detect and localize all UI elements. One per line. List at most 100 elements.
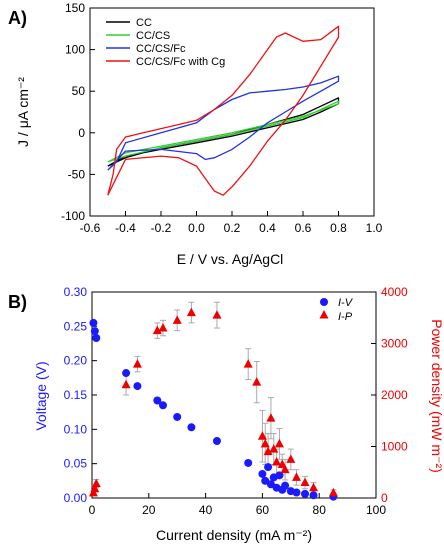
panel-b-left-y-tick-label: 0.00 — [64, 491, 88, 505]
iv-data-point — [90, 327, 99, 336]
iv-data-point — [153, 396, 162, 405]
ip-data-point — [243, 359, 253, 368]
iv-data-point — [275, 471, 284, 480]
ip-data-point — [252, 377, 262, 386]
ip-data-point — [269, 444, 279, 453]
iv-data-point — [281, 481, 290, 490]
iv-data-point — [264, 463, 273, 472]
panel-a-y-tick-label: 0 — [78, 126, 85, 140]
panel-a-y-tick-label: 100 — [65, 43, 85, 57]
iv-data-point — [159, 401, 167, 410]
panel-a-legend-label: CC — [136, 17, 152, 29]
panel-b-x-tick-label: 20 — [142, 503, 156, 517]
panel-a-x-tick-label: 0.2 — [224, 221, 241, 235]
panel-a-x-tick-label: -0.2 — [151, 221, 172, 235]
panel-a-x-tick-label: 0.0 — [188, 221, 205, 235]
panel-b-axes: 0 20 40 60 80 100 0.00 0.05 0.10 0.15 0.20 0.25 0.30… — [64, 285, 408, 517]
panel-b-x-tick-label: 100 — [366, 503, 386, 517]
ip-data-point — [212, 310, 222, 319]
panel-b-x-tick-label: 0 — [89, 503, 96, 517]
panel-a-x-tick-label: 0.8 — [330, 221, 347, 235]
panel-b-legend: I-V I-P — [319, 297, 354, 323]
panel-a-x-tick-label: 0.4 — [259, 221, 276, 235]
panel-b-right-y-tick-label: 4000 — [381, 285, 408, 299]
panel-b-left-y-tick-label: 0.30 — [64, 285, 88, 299]
panel-a-legend-label: CC/CS/Fc — [136, 43, 186, 55]
legend-ip-label: I-P — [338, 311, 353, 323]
panel-b-series-group — [88, 301, 338, 501]
ip-data-point — [309, 482, 319, 492]
ip-data-point — [257, 431, 267, 440]
panel-a-series-group — [107, 25, 340, 196]
panel-b: B) 0 20 40 60 80 1000.000.050.100.150.200.250… — [8, 285, 444, 543]
ip-data-point — [152, 325, 162, 335]
panel-a-x-tick-label: 0.6 — [295, 221, 312, 235]
panel-a-legend-label: CC/CS — [136, 30, 170, 42]
ip-data-point — [274, 438, 284, 448]
panel-b-plot-frame — [91, 291, 377, 499]
panel-a-plot-frame — [89, 7, 375, 217]
ip-data-point — [266, 413, 276, 422]
panel-b-right-y-tick-label: 2000 — [381, 388, 408, 402]
panel-b-right-y-tick-label: 3000 — [381, 337, 408, 351]
panel-a: A) -0.6 -0.4 -0.2 0.0 0.2 0.4 0.6 0.8 1.0 -100 -50… — [8, 1, 383, 267]
ip-data-point — [186, 307, 196, 317]
panel-a-y-tick-label: -100 — [61, 209, 85, 223]
panel-a-x-tick-label: -0.6 — [80, 221, 101, 235]
ip-data-point — [272, 456, 282, 466]
panel-a-x-tick-label: 1.0 — [366, 221, 383, 235]
ip-data-point — [286, 454, 296, 463]
panel-b-x-tick-label: 80 — [313, 503, 327, 517]
panel-a-axes: -0.6 -0.4 -0.2 0.0 0.2 0.4 0.6 0.8 1.0 -100 -50 0 50… — [61, 1, 383, 235]
panel-b-right-y-axis-title: Power density (mW m⁻²) — [429, 319, 444, 473]
panel-b-left-y-tick-label: 0.05 — [64, 457, 88, 471]
legend-iv-marker — [320, 298, 328, 306]
iv-data-point — [301, 489, 309, 498]
legend-ip-marker — [319, 310, 329, 319]
panel-a-series-line-2 — [107, 75, 340, 171]
panel-a-x-axis-title: E / V vs. Ag/AgCl — [177, 251, 284, 267]
iv-data-point — [309, 491, 318, 500]
ip-data-point — [291, 472, 301, 481]
panel-b-left-y-tick-label: 0.10 — [64, 422, 88, 436]
ip-data-point — [300, 477, 310, 487]
panel-a-series-line-1 — [107, 100, 340, 163]
panel-b-left-y-tick-label: 0.25 — [64, 319, 88, 333]
ip-data-point — [91, 478, 101, 488]
ip-data-point — [132, 359, 142, 368]
ip-data-point — [328, 487, 338, 497]
iv-data-point — [92, 334, 101, 343]
ip-data-point — [158, 323, 168, 332]
iv-data-point — [244, 458, 253, 467]
iv-data-point — [133, 382, 142, 391]
panel-a-legend-label: CC/CS/Fc with Cg — [136, 56, 225, 68]
panel-a-series-line-0 — [107, 97, 340, 167]
panel-b-left-y-axis-title: Voltage (V) — [33, 361, 49, 430]
panel-a-series-line-3 — [107, 25, 340, 196]
iv-data-point — [122, 369, 131, 378]
panel-a-y-axis-title: J / μA cm⁻² — [15, 77, 31, 147]
ip-data-point — [280, 464, 290, 474]
iv-data-point — [292, 488, 301, 497]
panel-b-x-axis-title: Current density (mA m⁻²) — [156, 527, 312, 543]
panel-a-y-tick-label: 150 — [65, 1, 85, 15]
ip-data-point — [260, 438, 270, 448]
ip-data-point — [90, 483, 100, 493]
panel-a-label: A) — [8, 8, 27, 28]
panel-b-x-tick-label: 60 — [256, 503, 270, 517]
panel-b-right-y-tick-label: 1000 — [381, 440, 408, 454]
iv-data-point — [89, 318, 98, 327]
iv-data-point — [173, 412, 182, 421]
iv-data-point — [187, 423, 196, 432]
ip-data-point — [263, 446, 273, 456]
ip-data-point — [121, 379, 131, 389]
panel-b-label: B) — [8, 292, 27, 312]
panel-b-x-tick-label: 40 — [199, 503, 213, 517]
iv-data-point — [212, 437, 221, 446]
iv-data-point — [258, 469, 267, 478]
panel-a-y-tick-label: -50 — [68, 167, 86, 181]
ip-data-point — [172, 315, 182, 324]
panel-b-left-y-tick-label: 0.20 — [64, 354, 88, 368]
